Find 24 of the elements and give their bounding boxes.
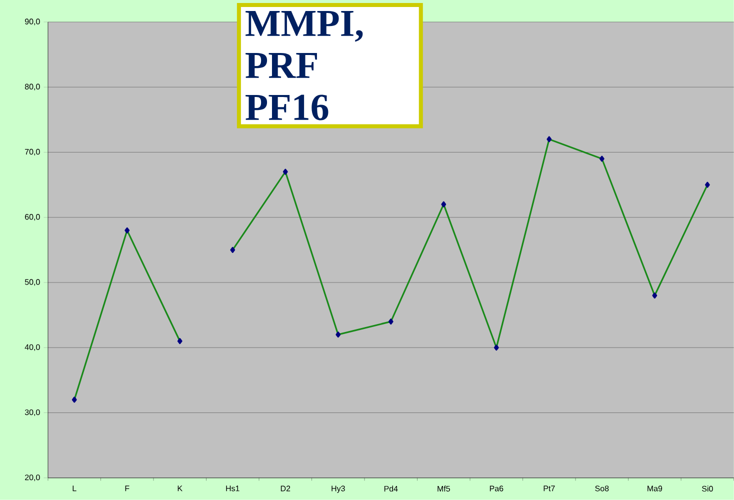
y-tick-label: 70,0 [25, 149, 40, 156]
x-tick-label: Mf5 [438, 486, 450, 492]
x-tick-label: L [72, 486, 76, 492]
x-tick-label: F [125, 486, 130, 492]
x-tick-label: So8 [595, 486, 609, 492]
y-tick-label: 40,0 [24, 344, 40, 351]
x-tick-label: D2 [280, 486, 290, 492]
x-tick-label: Pa6 [490, 486, 504, 492]
annotation: MMPI, [246, 11, 363, 42]
annotation: PRF [246, 53, 317, 78]
y-tick-label: 30,0 [24, 410, 40, 416]
x-tick-label: Ma9 [648, 486, 662, 492]
x-tick-label: Hs1 [226, 486, 240, 492]
y-tick-label: 60,0 [25, 214, 40, 221]
y-tick-label: 80,0 [24, 84, 40, 90]
x-tick-label: Si0 [702, 486, 713, 492]
x-tick-label: Pt7 [544, 486, 555, 492]
annotation: PF16 [246, 94, 328, 120]
y-tick-label: 20,0 [25, 474, 40, 482]
y-tick-label: 50,0 [24, 279, 40, 286]
x-tick-label: K [178, 486, 182, 492]
x-tick-label: Pd4 [384, 486, 398, 492]
y-tick-label: 90,0 [25, 18, 40, 26]
x-tick-label: Hy3 [332, 486, 345, 493]
